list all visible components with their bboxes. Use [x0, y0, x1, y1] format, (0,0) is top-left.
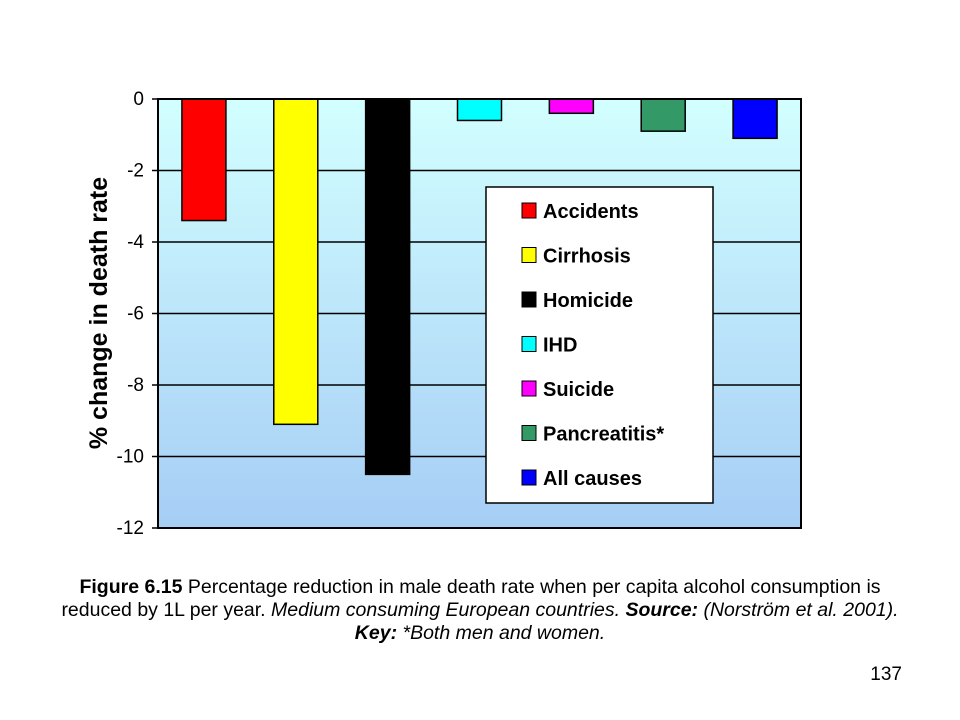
- legend-label: Cirrhosis: [543, 246, 631, 268]
- caption-italic-2: (Norström et al. 2001).: [698, 599, 899, 621]
- legend-swatch: [521, 291, 537, 308]
- figure-caption: Figure 6.15 Percentage reduction in male…: [60, 576, 900, 645]
- legend-box: [485, 186, 714, 504]
- page-number: 137: [870, 664, 902, 685]
- legend-label: All causes: [543, 468, 642, 490]
- figure-label: Figure 6.15: [79, 576, 183, 598]
- bar-suicide: [548, 98, 595, 115]
- legend-swatch: [521, 202, 537, 219]
- legend-label: Pancreatitis*: [543, 424, 664, 446]
- tick-label: 0: [133, 89, 144, 110]
- legend-label: IHD: [543, 335, 577, 357]
- tick-label: -12: [117, 518, 144, 539]
- y-axis-label: % change in death rate: [85, 177, 113, 449]
- legend-swatch: [521, 336, 537, 352]
- bar-all-causes: [732, 98, 778, 140]
- tick-label: -2: [127, 161, 144, 182]
- bar-cirrhosis: [273, 98, 319, 426]
- legend-swatch: [521, 425, 537, 441]
- caption-italic-1: Medium consuming European countries.: [271, 599, 626, 621]
- legend: Accidents Cirrhosis Homicide IHD Suicide Panc…: [485, 186, 714, 504]
- tick-label: -6: [127, 304, 144, 325]
- bar-ihd: [456, 98, 503, 122]
- legend-label: Suicide: [543, 379, 614, 401]
- key-label: Key:: [354, 622, 398, 644]
- legend-swatch: [521, 380, 537, 397]
- legend-swatch: [521, 469, 537, 486]
- bar-pancreatitis: [640, 98, 686, 132]
- legend-label: Accidents: [543, 201, 639, 223]
- tick-label: -10: [117, 447, 144, 468]
- source-label: Source:: [625, 599, 699, 621]
- tick-label: -4: [127, 232, 144, 253]
- bar-accidents: [181, 98, 227, 222]
- legend-swatch: [521, 247, 537, 263]
- bar-homicide: [364, 98, 411, 476]
- caption-text: Percentage reduction in male death rate …: [61, 576, 881, 621]
- bars: [181, 98, 778, 476]
- legend-label: Homicide: [543, 290, 633, 312]
- tick-label: -8: [127, 375, 144, 396]
- y-axis-ticks: 0 -2 -4 -6 -8 -10 -12: [117, 89, 158, 539]
- caption-italic-3: *Both men and women.: [397, 622, 606, 644]
